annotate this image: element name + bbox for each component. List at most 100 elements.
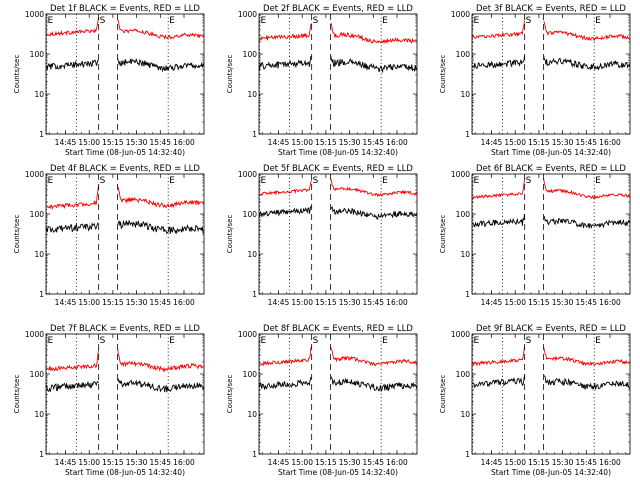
marker-label: S <box>100 176 106 186</box>
y-axis-label: Counts/sec <box>439 215 447 254</box>
y-tick-label: 100 <box>30 50 45 59</box>
x-tick-label: 16:00 <box>386 138 408 147</box>
y-tick-label: 10 <box>460 250 470 259</box>
lld-series-line <box>46 17 99 37</box>
panel-title: Det 5f BLACK = Events, RED = LLD <box>263 164 413 174</box>
plot-frame <box>258 173 418 295</box>
marker-label: E <box>595 176 601 186</box>
marker-label: S <box>526 336 532 346</box>
events-series-line <box>543 55 631 70</box>
x-tick-label: 15:45 <box>149 298 171 307</box>
y-axis-label: Counts/sec <box>439 375 447 414</box>
x-axis-label: Start Time (08-Jun-05 14:32:40) <box>65 468 185 477</box>
marker-label: E <box>261 176 267 186</box>
events-series-line <box>46 59 99 70</box>
events-series-line <box>46 380 99 393</box>
y-tick-label: 1000 <box>451 330 470 339</box>
marker-label: E <box>48 336 54 346</box>
events-series-line <box>472 55 525 70</box>
marker-label: E <box>261 16 267 26</box>
x-tick-label: 15:15 <box>528 138 550 147</box>
x-tick-label: 15:15 <box>528 458 550 467</box>
lld-series-line <box>330 178 418 198</box>
marker-label: S <box>100 336 106 346</box>
y-tick-label: 10 <box>247 250 257 259</box>
x-tick-label: 15:00 <box>78 138 100 147</box>
x-axis-label: Start Time (08-Jun-05 14:32:40) <box>491 468 611 477</box>
plot-frame <box>471 13 631 135</box>
events-series-line <box>117 57 205 73</box>
y-axis-label: Counts/sec <box>226 375 234 414</box>
x-tick-label: 15:15 <box>102 458 124 467</box>
marker-label: E <box>382 176 388 186</box>
x-tick-label: 15:00 <box>78 458 100 467</box>
x-tick-label: 15:00 <box>291 298 313 307</box>
y-tick-label: 1 <box>465 450 470 459</box>
plot-frame <box>45 13 205 135</box>
events-series-line <box>259 205 312 218</box>
x-tick-label: 15:45 <box>575 298 597 307</box>
x-tick-label: 14:45 <box>55 298 77 307</box>
x-tick-label: 16:00 <box>599 458 621 467</box>
x-tick-label: 15:15 <box>102 138 124 147</box>
panel-title: Det 4f BLACK = Events, RED = LLD <box>50 164 200 174</box>
x-tick-label: 16:00 <box>599 138 621 147</box>
x-tick-label: 15:30 <box>552 298 574 307</box>
marker-label: E <box>474 336 480 346</box>
y-tick-label: 1000 <box>25 170 44 179</box>
lld-series-line <box>46 185 99 211</box>
events-series-line <box>330 206 418 220</box>
x-tick-label: 15:30 <box>126 298 148 307</box>
x-tick-label: 14:45 <box>268 298 290 307</box>
plot-frame <box>471 333 631 455</box>
y-tick-label: 1000 <box>451 170 470 179</box>
x-tick-label: 15:00 <box>504 138 526 147</box>
y-tick-label: 1 <box>252 450 257 459</box>
events-series-line <box>46 222 99 234</box>
y-tick-label: 10 <box>247 90 257 99</box>
events-series-line <box>472 375 525 389</box>
events-series-line <box>117 219 204 235</box>
y-axis-label: Counts/sec <box>13 55 21 94</box>
lld-series-line <box>259 23 312 42</box>
x-tick-label: 15:30 <box>552 138 574 147</box>
detector-panel-1: Det 1f BLACK = Events, RED = LLD 1 10 100 10… <box>13 4 205 157</box>
x-tick-label: 15:30 <box>552 458 574 467</box>
detector-panel-8: Det 8f BLACK = Events, RED = LLD 1 10 100 10… <box>226 324 418 477</box>
events-series-line <box>330 55 418 74</box>
x-tick-label: 15:00 <box>291 458 313 467</box>
x-tick-label: 15:15 <box>528 298 550 307</box>
detector-panel-7: Det 7f BLACK = Events, RED = LLD 1 10 100 10… <box>13 324 205 477</box>
x-tick-label: 15:45 <box>575 458 597 467</box>
x-tick-label: 16:00 <box>386 298 408 307</box>
y-tick-label: 1 <box>465 130 470 139</box>
plot-frame <box>258 333 418 455</box>
lld-series-line <box>117 186 205 209</box>
y-tick-label: 1000 <box>25 330 44 339</box>
y-tick-label: 1 <box>252 290 257 299</box>
x-tick-label: 15:00 <box>504 298 526 307</box>
events-series-line <box>117 378 205 393</box>
marker-label: E <box>595 336 601 346</box>
panel-title: Det 3f BLACK = Events, RED = LLD <box>476 4 626 14</box>
x-tick-label: 15:30 <box>126 458 148 467</box>
marker-label: S <box>526 176 532 186</box>
x-tick-label: 14:45 <box>55 138 77 147</box>
y-tick-label: 100 <box>30 370 45 379</box>
events-series-line <box>472 214 525 228</box>
lld-series-line <box>117 19 205 40</box>
x-tick-label: 15:45 <box>575 138 597 147</box>
x-axis-label: Start Time (08-Jun-05 14:32:40) <box>491 148 611 157</box>
lld-series-line <box>472 20 525 40</box>
marker-label: S <box>526 16 532 26</box>
panel-title: Det 8f BLACK = Events, RED = LLD <box>263 324 413 334</box>
detector-panel-5: Det 5f BLACK = Events, RED = LLD 1 10 100 10… <box>226 164 418 307</box>
plot-frame <box>45 333 205 455</box>
lld-series-line <box>472 179 525 200</box>
x-axis-label: Start Time (08-Jun-05 14:32:40) <box>65 148 185 157</box>
x-tick-label: 14:45 <box>268 458 290 467</box>
y-tick-label: 1000 <box>451 10 470 19</box>
y-tick-label: 10 <box>460 410 470 419</box>
marker-label: E <box>382 336 388 346</box>
y-tick-label: 10 <box>34 90 44 99</box>
